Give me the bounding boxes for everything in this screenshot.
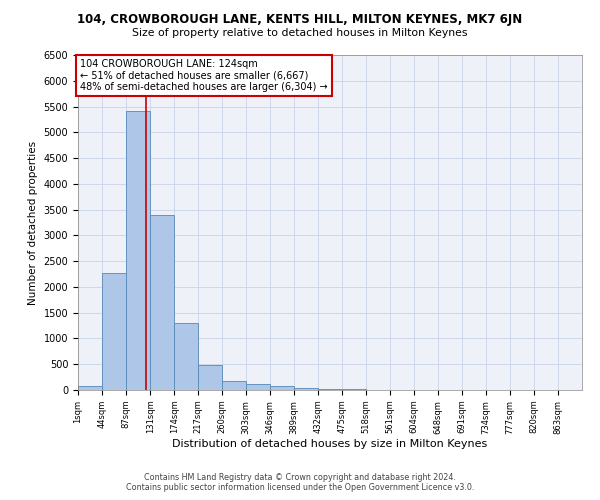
Bar — [294, 388, 318, 390]
Bar — [246, 384, 270, 390]
Bar — [126, 110, 151, 390]
Bar — [175, 324, 198, 390]
Text: 104 CROWBOROUGH LANE: 124sqm
← 51% of detached houses are smaller (6,667)
48% of: 104 CROWBOROUGH LANE: 124sqm ← 51% of de… — [80, 59, 328, 92]
Text: 104, CROWBOROUGH LANE, KENTS HILL, MILTON KEYNES, MK7 6JN: 104, CROWBOROUGH LANE, KENTS HILL, MILTO… — [77, 12, 523, 26]
Bar — [78, 386, 102, 390]
Bar — [151, 216, 175, 390]
Bar — [222, 381, 246, 390]
X-axis label: Distribution of detached houses by size in Milton Keynes: Distribution of detached houses by size … — [172, 440, 488, 450]
Text: Size of property relative to detached houses in Milton Keynes: Size of property relative to detached ho… — [132, 28, 468, 38]
Bar — [198, 364, 222, 390]
Bar — [318, 389, 342, 390]
Bar — [270, 386, 294, 390]
Y-axis label: Number of detached properties: Number of detached properties — [28, 140, 38, 304]
Bar — [102, 273, 126, 390]
Text: Contains HM Land Registry data © Crown copyright and database right 2024.
Contai: Contains HM Land Registry data © Crown c… — [126, 473, 474, 492]
